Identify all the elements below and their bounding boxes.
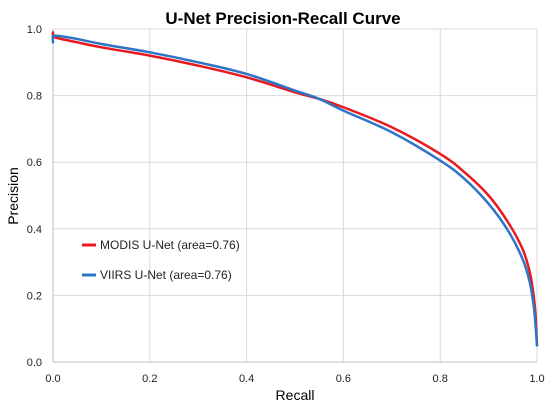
tick-labels: 0.0 0.2 0.4 0.6 0.8 1.0 0.0 0.2 0.4 0.6 0.8 1.0 [27,24,545,385]
y-tick-label: 1.0 [27,24,42,36]
y-tick-label: 0.8 [27,91,42,103]
series-line-0 [51,31,539,347]
x-tick-label: 1.0 [529,373,544,385]
grid-lines [52,28,538,363]
legend: MODIS U-Net (area=0.76) VIIRS U-Net (area… [82,238,240,282]
x-tick-label: 0.2 [142,373,157,385]
x-tick-label: 0.4 [239,373,254,385]
y-tick-label: 0.4 [27,224,42,236]
y-tick-label: 0.2 [27,290,42,302]
y-tick-label: 0.0 [27,357,42,369]
x-axis-label: Recall [276,387,315,403]
x-tick-label: 0.6 [336,373,351,385]
x-tick-label: 0.8 [433,373,448,385]
chart-title: U-Net Precision-Recall Curve [165,9,400,28]
y-tick-label: 0.6 [27,157,42,169]
series-line-1 [51,34,539,347]
axes [52,29,537,363]
y-axis-label: Precision [5,167,21,225]
legend-label-0: MODIS U-Net (area=0.76) [100,238,240,252]
x-tick-label: 0.0 [45,373,60,385]
legend-label-1: VIIRS U-Net (area=0.76) [100,268,232,282]
series-lines [51,31,539,347]
